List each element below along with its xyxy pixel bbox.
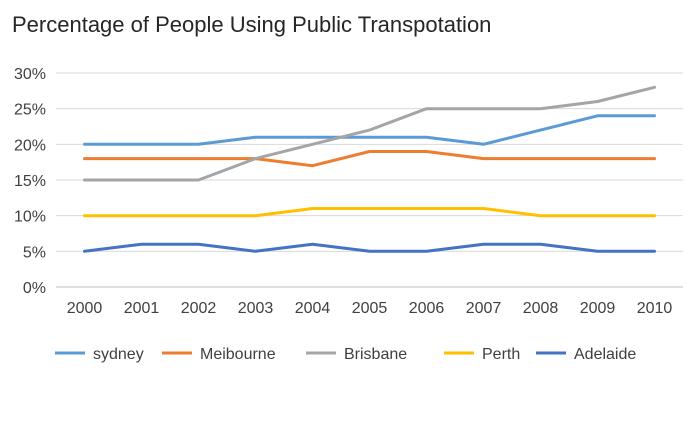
series-line-meibourne	[83, 150, 656, 168]
x-tick-label: 2001	[124, 300, 160, 317]
legend-label: Meibourne	[200, 346, 276, 363]
y-axis-tick-labels: 0% 5% 10% 15% 20% 25% 30%	[14, 66, 46, 297]
legend-item-brisbane: Brisbane	[306, 346, 407, 363]
chart-title: Percentage of People Using Public Transp…	[12, 12, 492, 37]
x-tick-label: 2003	[238, 300, 274, 317]
x-tick-label: 2004	[295, 300, 331, 317]
x-tick-label: 2007	[466, 300, 502, 317]
legend-label: Perth	[482, 346, 520, 363]
series-lines	[83, 85, 656, 253]
legend-item-sydney: sydney	[55, 346, 144, 363]
x-axis-tick-labels: 2000 2001 2002 2003 2004 2005 2006 2007 2008 2009…	[67, 300, 673, 317]
y-tick-label: 0%	[23, 280, 46, 297]
y-tick-label: 30%	[14, 66, 46, 83]
legend: sydney Meibourne Brisbane Perth Adelaide	[55, 346, 636, 363]
x-tick-label: 2009	[580, 300, 616, 317]
x-tick-label: 2010	[637, 300, 673, 317]
series-line-perth	[83, 207, 656, 218]
legend-label: Brisbane	[344, 346, 407, 363]
y-tick-label: 5%	[23, 244, 46, 261]
y-tick-label: 10%	[14, 209, 46, 226]
series-line-adelaide	[83, 242, 656, 253]
legend-label: Adelaide	[574, 346, 636, 363]
y-tick-label: 25%	[14, 102, 46, 119]
series-line-brisbane	[83, 85, 656, 182]
x-tick-label: 2008	[523, 300, 559, 317]
y-tick-label: 15%	[14, 173, 46, 190]
legend-item-meibourne: Meibourne	[162, 346, 276, 363]
x-tick-label: 2005	[352, 300, 388, 317]
x-tick-label: 2000	[67, 300, 103, 317]
series-line-sydney	[83, 114, 656, 146]
x-tick-label: 2006	[409, 300, 445, 317]
y-tick-label: 20%	[14, 137, 46, 154]
legend-item-perth: Perth	[444, 346, 520, 363]
legend-label: sydney	[93, 346, 144, 363]
x-tick-label: 2002	[181, 300, 217, 317]
legend-item-adelaide: Adelaide	[536, 346, 636, 363]
